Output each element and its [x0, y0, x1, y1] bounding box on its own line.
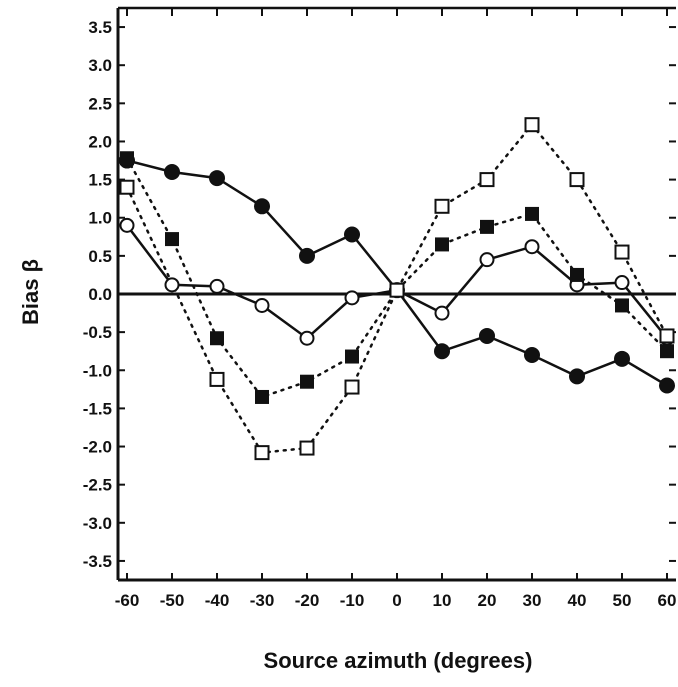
series-1-point [434, 343, 450, 360]
series-1-point [209, 170, 225, 187]
x-tick-label: 20 [478, 591, 497, 610]
series-3-point [615, 298, 629, 313]
series-4-point [209, 371, 225, 387]
series-4-point [254, 445, 270, 461]
series-4-point [569, 172, 585, 188]
y-tick-label: -2.0 [83, 438, 112, 457]
series-4-point [119, 179, 135, 195]
y-tick-label: 0.5 [88, 247, 112, 266]
x-tick-label: -20 [295, 591, 320, 610]
x-tick-label: 50 [613, 591, 632, 610]
y-tick-label: -3.0 [83, 514, 112, 533]
series-3-point [345, 349, 359, 364]
y-tick-label: 0.0 [88, 285, 112, 304]
series-3-point [435, 237, 449, 252]
series-2-point [344, 290, 360, 306]
y-tick-label: 2.5 [88, 94, 112, 113]
series-3-point [570, 267, 584, 282]
y-tick-label: 1.0 [88, 209, 112, 228]
series-1-point [254, 198, 270, 215]
series-1-point [659, 377, 675, 394]
y-tick-label: 1.5 [88, 171, 112, 190]
series-4-point [659, 328, 675, 344]
series-4-point [479, 172, 495, 188]
series-1-point [479, 327, 495, 344]
series-4-point [434, 198, 450, 214]
series-2-point [524, 239, 540, 255]
x-tick-label: 30 [523, 591, 542, 610]
series-3-point [165, 232, 179, 247]
x-tick-label: 10 [433, 591, 452, 610]
series-4-point [614, 244, 630, 260]
series-4-point [389, 282, 405, 298]
y-tick-label: -0.5 [83, 323, 112, 342]
series-1-point [524, 347, 540, 364]
series-2-point [434, 305, 450, 321]
series-3-point [255, 389, 269, 404]
series-2-line [125, 224, 669, 340]
x-tick-label: 60 [658, 591, 677, 610]
series-3-point [300, 374, 314, 389]
series-4-point [299, 440, 315, 456]
series-1-point [344, 226, 360, 243]
series-2-point [299, 330, 315, 346]
y-tick-label: -2.5 [83, 476, 112, 495]
y-tick-label: -1.5 [83, 399, 112, 418]
x-tick-label: -40 [205, 591, 230, 610]
x-tick-label: -30 [250, 591, 275, 610]
series-3-point [660, 344, 674, 359]
series-4-point [344, 379, 360, 395]
series-1-point [569, 368, 585, 385]
series-1-point [614, 350, 630, 367]
series-3-point [480, 219, 494, 234]
series-2-point [479, 252, 495, 268]
x-tick-label: 40 [568, 591, 587, 610]
y-tick-label: 3.0 [88, 56, 112, 75]
x-tick-label: -50 [160, 591, 185, 610]
series-3-point [525, 206, 539, 221]
series-3-point [120, 151, 134, 166]
y-axis-label: Bias β [18, 259, 43, 325]
series-2-point [164, 277, 180, 293]
series-2-point [254, 297, 270, 313]
y-tick-label: 2.0 [88, 132, 112, 151]
y-tick-label: -3.5 [83, 552, 112, 571]
series-1-point [164, 163, 180, 180]
series-2-point [119, 217, 135, 233]
y-tick-label: -1.0 [83, 361, 112, 380]
y-tick-label: 3.5 [88, 18, 112, 37]
x-tick-label: 0 [392, 591, 401, 610]
series-2-point [614, 275, 630, 291]
series-4-point [524, 117, 540, 133]
series-2-point [209, 278, 225, 294]
x-tick-label: -60 [115, 591, 140, 610]
x-axis-label: Source azimuth (degrees) [264, 648, 533, 673]
x-tick-label: -10 [340, 591, 365, 610]
series-1-point [299, 247, 315, 264]
series-3-point [210, 331, 224, 346]
